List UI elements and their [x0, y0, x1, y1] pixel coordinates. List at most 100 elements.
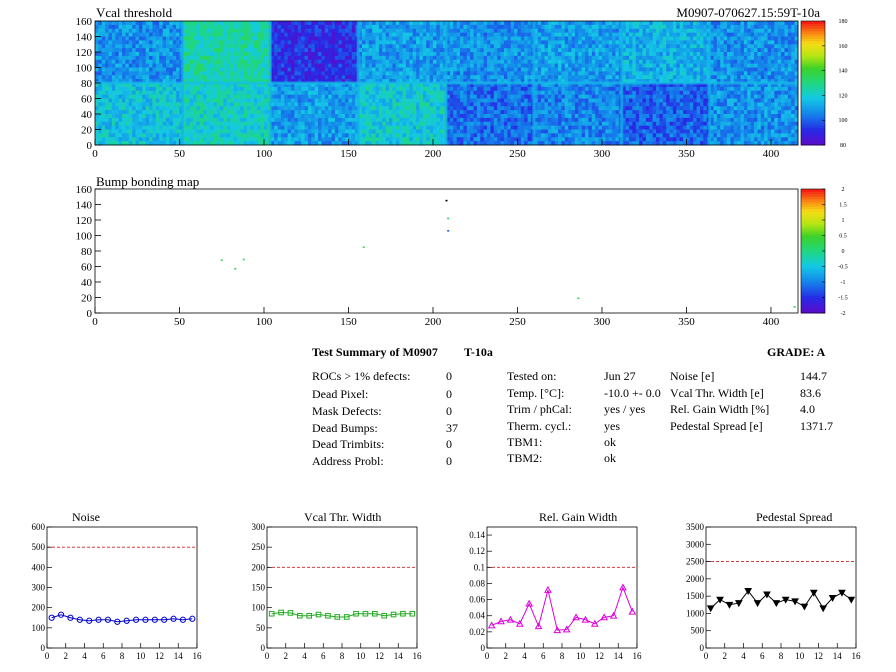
- heatmap-cell: [368, 67, 373, 72]
- heatmap-cell: [656, 67, 660, 72]
- heatmap-cell: [659, 40, 664, 45]
- heatmap-cell: [318, 102, 322, 107]
- heatmap-cell: [568, 48, 572, 53]
- heatmap-cell: [686, 28, 691, 34]
- heatmap-cell: [547, 59, 552, 65]
- heatmap-cell: [240, 102, 245, 107]
- heatmap-cell: [304, 79, 309, 84]
- heatmap-cell: [757, 79, 762, 84]
- heatmap-cell: [233, 44, 238, 49]
- heatmap-cell: [392, 79, 397, 84]
- heatmap-cell: [230, 55, 234, 61]
- heatmap-cell: [108, 141, 113, 146]
- heatmap-cell: [311, 71, 316, 76]
- heatmap-cell: [294, 83, 299, 88]
- heatmap-cell: [186, 121, 191, 127]
- heatmap-cell: [412, 102, 417, 107]
- heatmap-cell: [95, 40, 99, 45]
- heatmap-cell: [277, 90, 282, 96]
- heatmap-cell: [554, 28, 559, 34]
- heatmap-cell: [760, 71, 765, 76]
- heatmap-cell: [176, 40, 180, 45]
- heatmap-cell: [730, 28, 735, 34]
- heatmap-cell: [135, 55, 140, 61]
- heatmap-cell: [294, 75, 299, 80]
- heatmap-cell: [781, 71, 785, 76]
- heatmap-cell: [243, 48, 248, 53]
- heatmap-cell: [247, 110, 251, 115]
- heatmap-cell: [345, 98, 349, 103]
- heatmap-cell: [794, 59, 799, 65]
- heatmap-cell: [409, 102, 414, 107]
- heatmap-cell: [402, 102, 407, 107]
- heatmap-cell: [169, 40, 174, 45]
- heatmap-cell: [520, 21, 525, 26]
- heatmap-cell: [209, 86, 214, 92]
- heatmap-cell: [280, 86, 285, 92]
- heatmap-cell: [115, 102, 120, 107]
- heatmap-cell: [781, 59, 785, 65]
- heatmap-cell: [365, 117, 370, 123]
- heatmap-cell: [172, 137, 177, 142]
- heatmap-cell: [446, 48, 451, 53]
- heatmap-cell: [436, 137, 441, 142]
- heatmap-cell: [422, 137, 427, 142]
- heatmap-cell: [544, 36, 549, 41]
- heatmap-cell: [422, 36, 427, 41]
- heatmap-cell: [571, 48, 576, 53]
- heatmap-cell: [564, 24, 569, 30]
- heatmap-cell: [226, 141, 231, 146]
- heatmap-cell: [730, 59, 735, 65]
- heatmap-cell: [659, 63, 664, 68]
- heatmap-cell: [118, 48, 123, 53]
- heatmap-cell: [591, 48, 596, 53]
- heatmap-cell: [568, 59, 572, 65]
- heatmap-cell: [216, 137, 221, 142]
- heatmap-cell: [243, 75, 248, 80]
- heatmap-cell: [395, 117, 400, 123]
- heatmap-cell: [318, 83, 322, 88]
- heatmap-cell: [568, 71, 572, 76]
- heatmap-cell: [318, 67, 322, 72]
- heatmap-cell: [223, 75, 228, 80]
- heatmap-cell: [226, 48, 231, 53]
- heatmap-cell: [291, 129, 295, 134]
- heatmap-cell: [203, 21, 207, 26]
- heatmap-cell: [791, 59, 796, 65]
- heatmap-cell: [382, 63, 387, 68]
- heatmap-cell: [338, 102, 343, 107]
- heatmap-cell: [263, 75, 268, 80]
- heatmap-cell: [169, 79, 174, 84]
- heatmap-cell: [395, 137, 400, 142]
- heatmap-cell: [375, 86, 380, 92]
- heatmap-cell: [365, 121, 370, 127]
- heatmap-cell: [679, 55, 684, 61]
- heatmap-cell: [439, 59, 444, 65]
- heatmap-cell: [375, 44, 380, 49]
- heatmap-cell: [608, 40, 613, 45]
- heatmap-cell: [338, 67, 343, 72]
- heatmap-cell: [233, 110, 238, 115]
- heatmap-cell: [740, 75, 745, 80]
- heatmap-cell: [108, 90, 113, 96]
- heatmap-cell: [287, 125, 292, 130]
- heatmap-cell: [409, 86, 414, 92]
- heatmap-cell: [784, 67, 789, 72]
- heatmap-cell: [794, 52, 799, 57]
- heatmap-cell: [280, 90, 285, 96]
- heatmap-cell: [328, 67, 332, 72]
- heatmap-cell: [483, 36, 488, 41]
- heatmap-cell: [676, 40, 681, 45]
- heatmap-cell: [108, 117, 113, 123]
- heatmap-cell: [182, 36, 187, 41]
- heatmap-cell: [345, 94, 349, 99]
- heatmap-cell: [358, 75, 363, 80]
- heatmap-cell: [125, 137, 130, 142]
- heatmap-cell: [625, 71, 630, 76]
- heatmap-cell: [307, 48, 312, 53]
- heatmap-cell: [389, 59, 393, 65]
- heatmap-cell: [568, 67, 572, 72]
- heatmap-cell: [432, 98, 437, 103]
- heatmap-cell: [662, 59, 667, 65]
- heatmap-cell: [507, 55, 512, 61]
